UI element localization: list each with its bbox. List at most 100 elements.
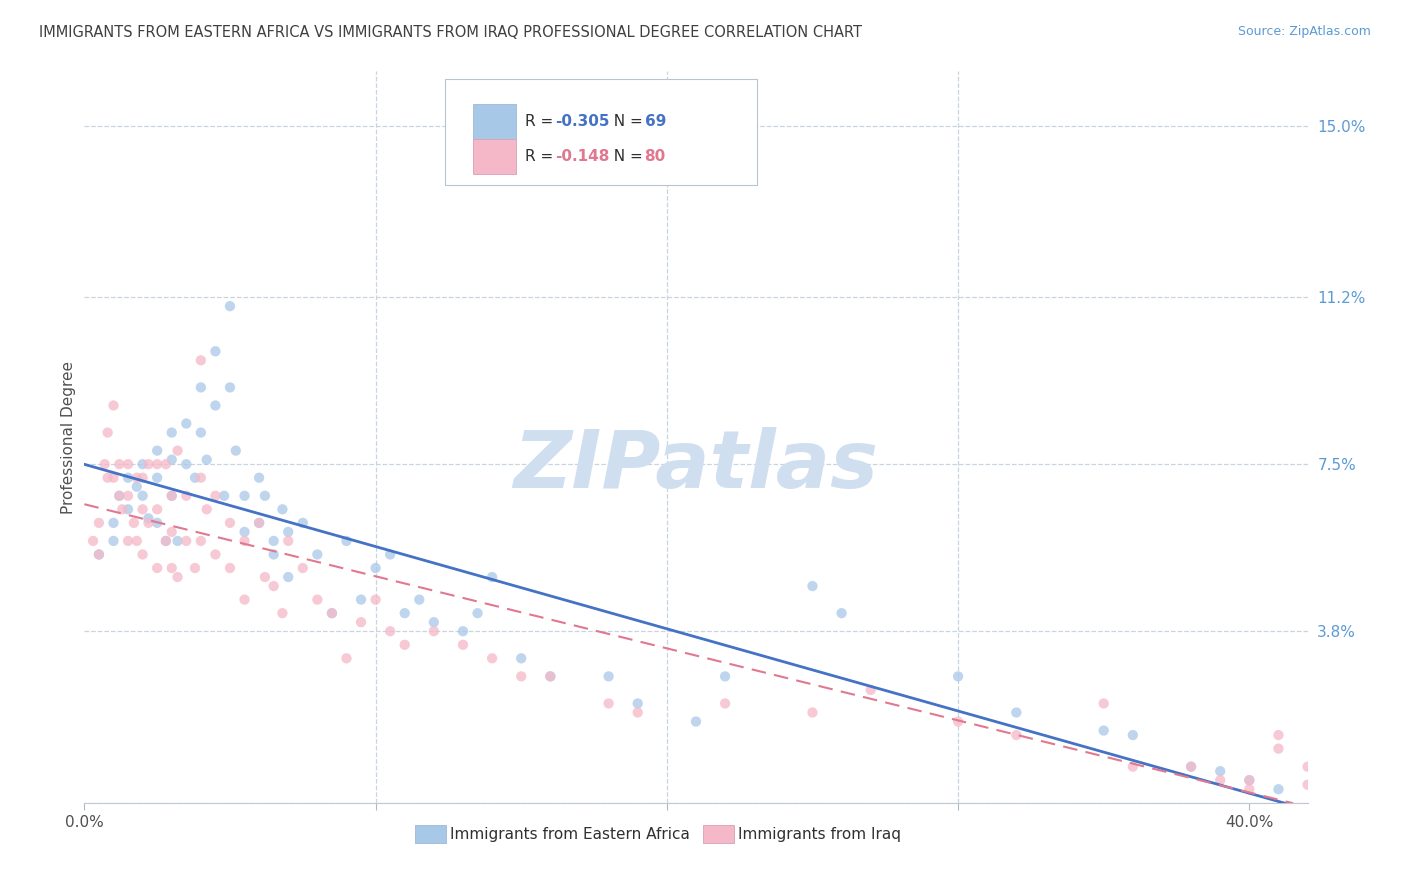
Point xyxy=(253,570,276,584)
Point xyxy=(111,502,134,516)
Point xyxy=(87,516,110,530)
Point xyxy=(146,561,169,575)
Point xyxy=(138,457,160,471)
Text: Source: ZipAtlas.com: Source: ZipAtlas.com xyxy=(1237,25,1371,38)
Point xyxy=(321,606,343,620)
Point xyxy=(1092,723,1115,738)
Point xyxy=(1005,728,1028,742)
Point xyxy=(481,651,503,665)
Point xyxy=(801,579,824,593)
Point xyxy=(1239,773,1261,788)
Point xyxy=(174,533,197,548)
Point xyxy=(166,533,188,548)
Point xyxy=(423,615,446,630)
Point xyxy=(247,516,270,530)
Point xyxy=(184,471,207,485)
Point xyxy=(538,669,561,683)
Point xyxy=(131,548,153,562)
Point xyxy=(146,516,169,530)
Point xyxy=(225,443,247,458)
Point xyxy=(204,489,226,503)
Point xyxy=(538,669,561,683)
Point xyxy=(335,651,357,665)
Point xyxy=(204,344,226,359)
Point xyxy=(190,425,212,440)
Text: R =: R = xyxy=(524,113,558,128)
Point xyxy=(1122,760,1144,774)
Point xyxy=(138,516,160,530)
Point xyxy=(1267,728,1289,742)
Point xyxy=(174,489,197,503)
Point xyxy=(204,548,226,562)
Point xyxy=(1092,697,1115,711)
Point xyxy=(155,533,177,548)
Point xyxy=(108,489,131,503)
Point xyxy=(117,471,139,485)
Point xyxy=(125,471,148,485)
FancyBboxPatch shape xyxy=(474,103,516,138)
Point xyxy=(277,533,299,548)
Point xyxy=(97,471,120,485)
Point xyxy=(1239,773,1261,788)
Point xyxy=(103,533,125,548)
Point xyxy=(1267,741,1289,756)
Point xyxy=(291,561,314,575)
Point xyxy=(481,570,503,584)
Point xyxy=(174,457,197,471)
Point xyxy=(253,489,276,503)
Point xyxy=(263,533,285,548)
Text: Immigrants from Eastern Africa: Immigrants from Eastern Africa xyxy=(450,827,690,841)
Point xyxy=(510,651,533,665)
Point xyxy=(307,548,329,562)
Point xyxy=(97,425,120,440)
Point xyxy=(190,353,212,368)
Point xyxy=(233,489,256,503)
Point xyxy=(160,561,183,575)
Point xyxy=(166,443,188,458)
Point xyxy=(946,714,969,729)
Point xyxy=(277,570,299,584)
Point xyxy=(247,516,270,530)
Point xyxy=(190,471,212,485)
Point xyxy=(155,457,177,471)
Point xyxy=(394,638,416,652)
Point xyxy=(271,606,294,620)
Text: 80: 80 xyxy=(644,150,666,164)
Text: N =: N = xyxy=(605,113,648,128)
Point xyxy=(155,533,177,548)
Point xyxy=(131,489,153,503)
Point xyxy=(831,606,853,620)
Text: -0.148: -0.148 xyxy=(555,150,610,164)
Point xyxy=(451,624,474,639)
Point xyxy=(233,592,256,607)
Point xyxy=(1180,760,1202,774)
Point xyxy=(125,480,148,494)
Point xyxy=(321,606,343,620)
Point xyxy=(138,511,160,525)
Point xyxy=(1122,728,1144,742)
Point xyxy=(125,533,148,548)
Point xyxy=(160,489,183,503)
Point xyxy=(271,502,294,516)
Point xyxy=(87,548,110,562)
Point xyxy=(204,399,226,413)
Point xyxy=(122,516,145,530)
Point xyxy=(219,380,242,394)
Y-axis label: Professional Degree: Professional Degree xyxy=(60,360,76,514)
Point xyxy=(598,669,620,683)
Point xyxy=(108,489,131,503)
Point xyxy=(380,624,402,639)
Point xyxy=(160,452,183,467)
Point xyxy=(801,706,824,720)
Point xyxy=(103,471,125,485)
Point xyxy=(350,615,373,630)
Point xyxy=(1296,778,1319,792)
Point xyxy=(166,570,188,584)
Point xyxy=(108,457,131,471)
Point xyxy=(219,561,242,575)
Point xyxy=(117,457,139,471)
Point xyxy=(263,548,285,562)
Point xyxy=(190,533,212,548)
Point xyxy=(93,457,115,471)
Point xyxy=(598,697,620,711)
